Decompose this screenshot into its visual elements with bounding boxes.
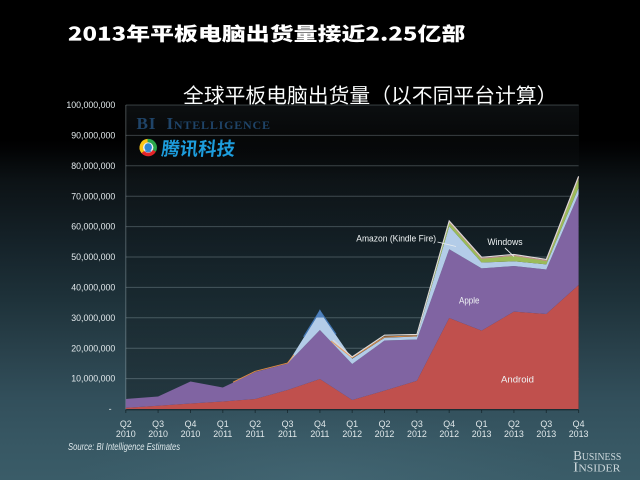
svg-text:50,000,000: 50,000,000 <box>71 252 115 262</box>
svg-text:60,000,000: 60,000,000 <box>71 222 115 232</box>
svg-text:Q3: Q3 <box>152 419 164 429</box>
svg-text:30,000,000: 30,000,000 <box>71 313 115 323</box>
svg-text:Apple: Apple <box>459 295 480 306</box>
svg-text:-: - <box>109 404 112 414</box>
svg-text:2012: 2012 <box>342 429 362 439</box>
svg-text:90,000,000: 90,000,000 <box>71 131 115 141</box>
svg-text:2010: 2010 <box>181 429 201 439</box>
svg-text:Q1: Q1 <box>476 419 488 429</box>
svg-text:20,000,000: 20,000,000 <box>71 343 115 353</box>
svg-text:2012: 2012 <box>407 429 427 439</box>
svg-text:INSIDER: INSIDER <box>573 461 620 476</box>
svg-text:2013: 2013 <box>472 429 492 439</box>
svg-text:2011: 2011 <box>278 429 297 439</box>
svg-text:Q2: Q2 <box>249 419 261 429</box>
svg-text:Q2: Q2 <box>120 419 132 429</box>
svg-text:80,000,000: 80,000,000 <box>71 161 115 171</box>
svg-text:Q1: Q1 <box>217 419 229 429</box>
svg-text:2010: 2010 <box>116 429 136 439</box>
svg-text:2013: 2013 <box>569 429 589 439</box>
svg-text:2012: 2012 <box>439 429 459 439</box>
svg-text:Q2: Q2 <box>379 419 391 429</box>
svg-text:Q4: Q4 <box>185 419 197 429</box>
svg-text:40,000,000: 40,000,000 <box>71 283 115 293</box>
svg-text:2011: 2011 <box>246 429 265 439</box>
svg-text:Q3: Q3 <box>411 419 423 429</box>
svg-text:70,000,000: 70,000,000 <box>71 191 115 201</box>
svg-text:BUSINESS: BUSINESS <box>573 449 621 464</box>
svg-text:Q4: Q4 <box>573 419 585 429</box>
svg-text:2012: 2012 <box>375 429 395 439</box>
svg-text:2013: 2013 <box>504 429 524 439</box>
svg-text:Q2: Q2 <box>508 419 520 429</box>
svg-text:2011: 2011 <box>310 429 329 439</box>
svg-text:2011: 2011 <box>213 429 232 439</box>
svg-text:Q1: Q1 <box>346 419 358 429</box>
svg-text:Q3: Q3 <box>282 419 294 429</box>
svg-text:Q4: Q4 <box>314 419 326 429</box>
svg-text:Q4: Q4 <box>443 419 455 429</box>
svg-text:100,000,000: 100,000,000 <box>66 100 115 110</box>
svg-text:10,000,000: 10,000,000 <box>71 374 115 384</box>
svg-text:Windows: Windows <box>487 237 523 247</box>
svg-text:Amazon (Kindle Fire): Amazon (Kindle Fire) <box>356 233 436 243</box>
svg-text:2010: 2010 <box>148 429 168 439</box>
svg-text:Q3: Q3 <box>540 419 552 429</box>
svg-text:Android: Android <box>501 374 534 385</box>
svg-text:2013: 2013 <box>536 429 556 439</box>
